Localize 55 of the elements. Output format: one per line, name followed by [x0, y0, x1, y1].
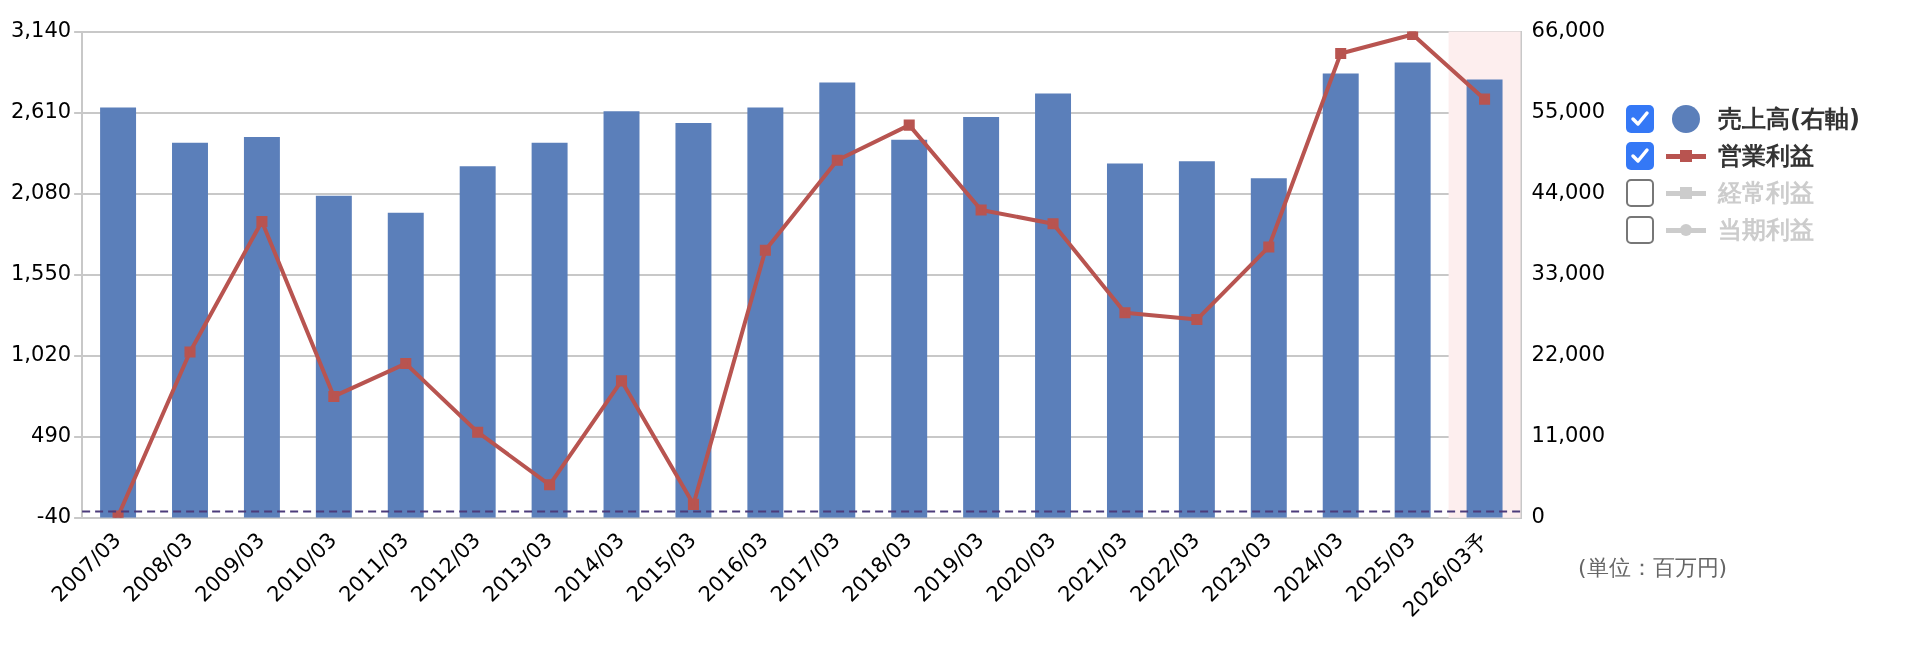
point — [831, 154, 843, 166]
text: (単位：百万円) — [1578, 554, 1728, 582]
point — [256, 215, 268, 227]
bar — [1035, 93, 1072, 518]
y2-tick-label: 22,000 — [1531, 342, 1605, 367]
bar — [243, 136, 280, 518]
bar — [747, 107, 784, 518]
point — [975, 204, 987, 216]
point — [687, 498, 699, 510]
bar — [819, 82, 856, 518]
y2-tick-label: 66,000 — [1531, 18, 1605, 43]
y-tick-label: -40 — [36, 504, 72, 529]
bar — [100, 107, 137, 518]
y-tick-label: 2,610 — [10, 99, 72, 124]
point — [1191, 314, 1203, 326]
bar — [315, 195, 352, 518]
bar — [1322, 73, 1359, 518]
y-tick-label: 3,140 — [10, 18, 72, 43]
point — [1407, 31, 1419, 41]
bar — [891, 139, 928, 518]
y2-tick-label: 33,000 — [1531, 261, 1605, 286]
point — [615, 375, 628, 387]
bar — [459, 166, 496, 518]
bar — [963, 117, 1000, 518]
y-tick-label: 2,080 — [10, 180, 72, 205]
y-tick-label: 490 — [31, 423, 72, 448]
point — [472, 426, 484, 438]
bar — [531, 142, 568, 518]
bar — [675, 122, 712, 518]
legend-label: 売上高(右軸) — [1718, 103, 1860, 135]
point — [1119, 307, 1131, 319]
point — [903, 119, 915, 131]
point — [328, 390, 340, 402]
point — [1335, 47, 1347, 59]
bar — [603, 111, 640, 518]
legend-label: 営業利益 — [1718, 140, 1814, 172]
point — [759, 244, 771, 256]
bar — [387, 212, 424, 518]
point — [1047, 218, 1059, 230]
y2-tick-label: 0 — [1531, 504, 1545, 529]
point — [184, 346, 196, 358]
point — [1479, 93, 1491, 105]
y2-tick-label: 44,000 — [1531, 180, 1605, 205]
point — [1263, 241, 1275, 253]
y2-tick-label: 11,000 — [1531, 423, 1605, 448]
y-tick-label: 1,550 — [10, 261, 72, 286]
bar — [1250, 178, 1287, 518]
y2-tick-label: 55,000 — [1531, 99, 1605, 124]
bar — [172, 142, 208, 518]
y-tick-label: 1,020 — [10, 342, 72, 367]
bar — [1106, 163, 1143, 518]
point — [544, 479, 556, 491]
bar — [1178, 161, 1215, 518]
bar — [1394, 62, 1431, 518]
point — [400, 358, 412, 370]
